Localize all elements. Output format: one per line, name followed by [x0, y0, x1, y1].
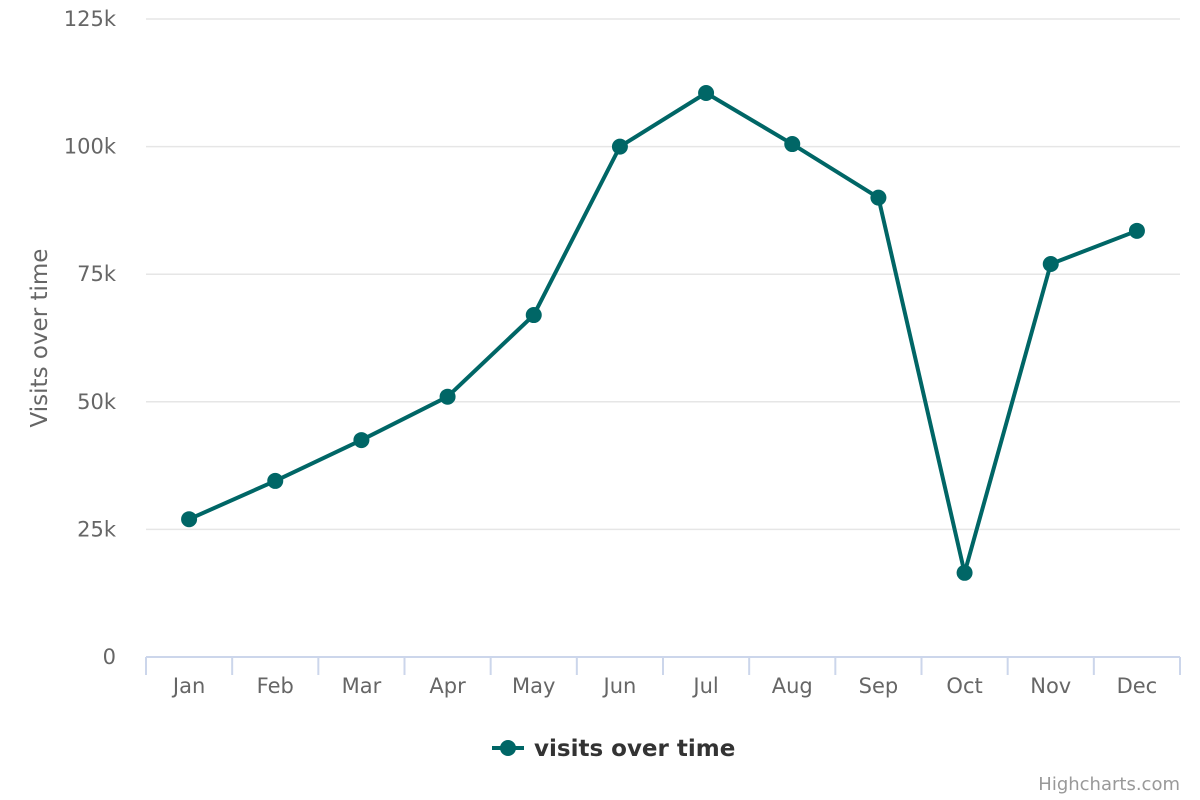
legend-symbol-marker: [500, 740, 516, 756]
series-visits[interactable]: [181, 85, 1145, 581]
data-point[interactable]: [181, 511, 198, 528]
data-point[interactable]: [1042, 255, 1059, 272]
x-tick-label: Jun: [602, 674, 637, 698]
data-point[interactable]: [525, 307, 542, 324]
y-tick-label: 0: [103, 645, 116, 669]
data-point[interactable]: [611, 138, 628, 155]
data-point[interactable]: [267, 472, 284, 489]
data-point[interactable]: [698, 85, 715, 102]
data-point[interactable]: [1128, 222, 1145, 239]
y-tick-label: 100k: [64, 135, 117, 159]
x-tick-label: Sep: [859, 674, 899, 698]
x-tick-label: Jul: [691, 674, 718, 698]
x-tick-label: Feb: [257, 674, 294, 698]
legend-item-label[interactable]: visits over time: [534, 736, 735, 762]
y-axis-ticks: 0 25k 50k 75k 100k 125k: [64, 7, 117, 669]
series-line[interactable]: [187, 91, 1139, 575]
x-tick-label: Oct: [946, 674, 982, 698]
y-axis-label: Visits over time: [27, 249, 53, 428]
x-tick-label: Dec: [1117, 674, 1158, 698]
x-tick-label: Jan: [171, 674, 205, 698]
data-point[interactable]: [353, 432, 370, 449]
data-point[interactable]: [439, 388, 456, 405]
y-tick-label: 50k: [77, 390, 117, 414]
y-tick-label: 125k: [64, 7, 117, 31]
data-point[interactable]: [956, 564, 973, 581]
x-tick-label: May: [512, 674, 555, 698]
data-point[interactable]: [870, 189, 887, 206]
x-tick-label: Apr: [429, 674, 466, 698]
legend[interactable]: visits over time: [492, 736, 735, 762]
x-tick-label: Nov: [1030, 674, 1071, 698]
data-point[interactable]: [784, 136, 801, 153]
grid-lines: [146, 18, 1180, 531]
y-tick-label: 75k: [77, 262, 117, 286]
credits-link[interactable]: Highcharts.com: [1038, 774, 1180, 795]
y-tick-label: 25k: [77, 517, 117, 541]
x-tick-label: Aug: [772, 674, 813, 698]
x-axis: Jan Feb Mar Apr May Jun Jul Aug Sep Oct Nov Dec: [145, 656, 1181, 698]
x-tick-label: Mar: [342, 674, 382, 698]
